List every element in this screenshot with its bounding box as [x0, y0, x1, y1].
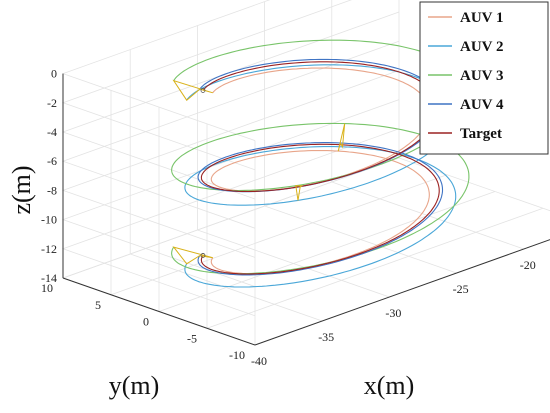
- legend-box: [419, 1, 549, 155]
- z-tick-label: -2: [47, 96, 57, 110]
- grid-line: [129, 49, 323, 322]
- grid-line: [61, 0, 353, 171]
- series-layer: [171, 39, 470, 288]
- series-line-auv-1: [210, 67, 430, 275]
- legend-label: AUV 1: [460, 10, 503, 26]
- grid-line: [61, 157, 400, 346]
- grid-line: [110, 90, 448, 296]
- z-tick-label: -4: [47, 125, 57, 139]
- z-tick-label: -12: [41, 242, 57, 256]
- legend: AUV 1 AUV 2 AUV 3 AUV 4 Target: [419, 1, 549, 155]
- z-tick-label: -14: [41, 271, 57, 285]
- x-tick-label: -35: [318, 330, 334, 344]
- series-line-target: [200, 61, 440, 275]
- x-tick-label: -30: [385, 306, 401, 320]
- formation-layer: [172, 79, 346, 265]
- y-tick-label: -5: [187, 331, 197, 345]
- x-tick-label: -20: [520, 258, 536, 272]
- x-axis-line: [254, 239, 550, 346]
- formation-polygon: [172, 246, 213, 265]
- formation-polygon: [337, 123, 346, 152]
- legend-label: AUV 4: [460, 97, 504, 113]
- y-tick-label: 10: [41, 281, 53, 295]
- z-tick-label: -8: [47, 183, 57, 197]
- target-marker: [200, 253, 206, 258]
- y-tick-label: -10: [229, 348, 245, 362]
- x-axis-label: x(m): [364, 371, 415, 400]
- target-marker: [200, 88, 206, 93]
- legend-label: AUV 3: [460, 68, 503, 84]
- x-tick-label: -25: [453, 282, 469, 296]
- y-tick-label: 0: [143, 315, 149, 329]
- grid-line: [196, 25, 390, 298]
- z-tick-label: 0: [51, 67, 57, 81]
- tick-layer: -40-35-30-25-20-15-10-50510-14-12-10-8-6…: [41, 67, 536, 368]
- grid-line: [331, 0, 524, 250]
- z-axis-label: z(m): [7, 165, 36, 214]
- z-tick-label: -10: [41, 213, 57, 227]
- series-line-auv-4: [197, 58, 444, 276]
- y-tick-label: 5: [95, 298, 101, 312]
- legend-label: Target: [460, 126, 502, 142]
- axis-layer: [62, 73, 550, 346]
- formation-polygon: [295, 185, 303, 201]
- legend-label: AUV 2: [460, 39, 503, 55]
- y-axis-label: y(m): [109, 371, 160, 400]
- formation-polygon: [172, 79, 213, 101]
- y-axis-line: [62, 277, 256, 346]
- grid-line: [61, 0, 271, 141]
- grid-line: [398, 0, 550, 212]
- x-tick-label: -40: [251, 354, 267, 368]
- z-tick-label: -6: [47, 154, 57, 168]
- grid-line: [62, 73, 400, 279]
